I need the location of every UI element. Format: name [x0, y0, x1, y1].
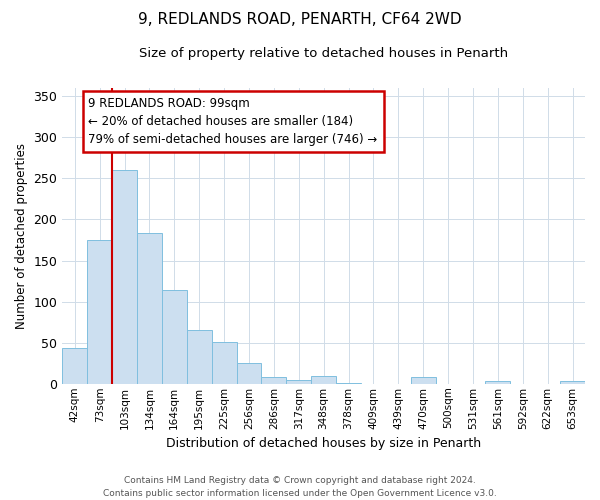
- X-axis label: Distribution of detached houses by size in Penarth: Distribution of detached houses by size …: [166, 437, 481, 450]
- Bar: [286, 380, 311, 384]
- Title: Size of property relative to detached houses in Penarth: Size of property relative to detached ho…: [139, 48, 508, 60]
- Y-axis label: Number of detached properties: Number of detached properties: [15, 143, 28, 329]
- Bar: [137, 234, 162, 384]
- Bar: [336, 383, 361, 384]
- Bar: [236, 363, 262, 384]
- Text: 9, REDLANDS ROAD, PENARTH, CF64 2WD: 9, REDLANDS ROAD, PENARTH, CF64 2WD: [138, 12, 462, 28]
- Bar: [311, 376, 336, 384]
- Bar: [560, 382, 585, 384]
- Bar: [62, 348, 87, 384]
- Text: Contains HM Land Registry data © Crown copyright and database right 2024.
Contai: Contains HM Land Registry data © Crown c…: [103, 476, 497, 498]
- Bar: [112, 170, 137, 384]
- Bar: [485, 382, 511, 384]
- Bar: [87, 240, 112, 384]
- Text: 9 REDLANDS ROAD: 99sqm
← 20% of detached houses are smaller (184)
79% of semi-de: 9 REDLANDS ROAD: 99sqm ← 20% of detached…: [88, 97, 377, 146]
- Bar: [187, 330, 212, 384]
- Bar: [162, 290, 187, 384]
- Bar: [262, 377, 286, 384]
- Bar: [411, 377, 436, 384]
- Bar: [212, 342, 236, 384]
